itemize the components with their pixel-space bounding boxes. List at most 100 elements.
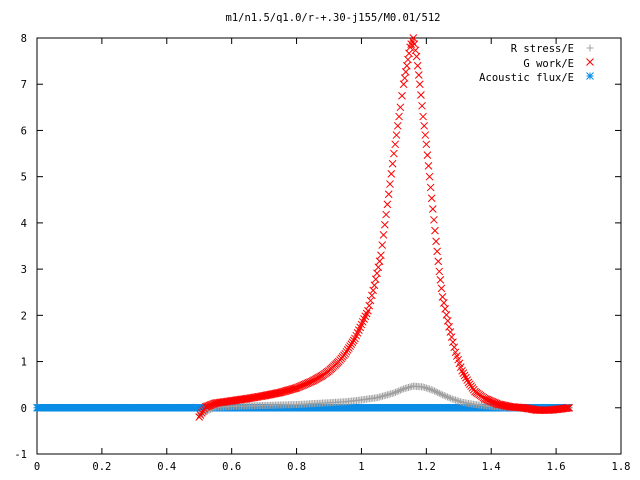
data-point bbox=[292, 384, 301, 392]
data-point bbox=[458, 366, 466, 375]
data-point bbox=[365, 301, 374, 310]
data-point bbox=[487, 397, 496, 406]
data-point bbox=[386, 180, 394, 188]
data-point bbox=[398, 386, 406, 394]
data-point bbox=[392, 388, 400, 396]
data-point bbox=[378, 241, 387, 249]
data-point bbox=[410, 40, 419, 49]
x-tick-label: 0.4 bbox=[157, 461, 176, 473]
x-tick-label: 1.6 bbox=[547, 461, 566, 473]
data-point bbox=[453, 397, 461, 405]
data-point bbox=[449, 338, 457, 346]
data-point bbox=[412, 52, 421, 61]
data-point bbox=[417, 91, 425, 99]
y-tick-label: 8 bbox=[21, 33, 27, 45]
data-point bbox=[424, 385, 432, 393]
data-point bbox=[445, 323, 453, 331]
data-point bbox=[489, 398, 498, 407]
data-point bbox=[422, 384, 430, 392]
data-point bbox=[427, 386, 435, 394]
data-point bbox=[396, 386, 404, 394]
data-point bbox=[443, 393, 451, 401]
x-tick-label: 1 bbox=[358, 461, 364, 473]
data-point bbox=[401, 68, 410, 76]
y-tick-label: 2 bbox=[21, 310, 27, 322]
data-point bbox=[438, 292, 447, 301]
data-point bbox=[437, 390, 445, 398]
data-point bbox=[306, 378, 314, 386]
data-point bbox=[304, 378, 313, 387]
data-point bbox=[434, 389, 442, 397]
y-tick-label: 6 bbox=[21, 125, 27, 137]
plot-area-frame bbox=[36, 37, 622, 455]
data-point bbox=[300, 380, 309, 389]
x-tick-label: 1.4 bbox=[482, 461, 501, 473]
data-point bbox=[480, 394, 489, 403]
data-point bbox=[447, 333, 456, 341]
data-point bbox=[439, 391, 447, 399]
series-1 bbox=[195, 34, 573, 421]
data-point bbox=[427, 194, 436, 203]
chart-title: m1/n1.5/q1.0/r-+.30-j155/M0.01/512 bbox=[226, 12, 441, 24]
data-point bbox=[430, 215, 438, 224]
data-point bbox=[403, 61, 411, 70]
data-point bbox=[395, 387, 403, 395]
legend-marker-0 bbox=[586, 44, 594, 52]
data-point bbox=[450, 343, 459, 352]
data-point bbox=[195, 413, 204, 421]
axis-ticks: 0 0.2 0.4 0.6 0.8 1 1.2 1.4 1.6 1.8 -1 0 1 2 3 4 5 6 7 8 bbox=[14, 33, 630, 473]
data-point bbox=[562, 404, 571, 413]
data-point bbox=[484, 396, 493, 405]
y-tick-label: 7 bbox=[21, 79, 27, 91]
data-point bbox=[436, 276, 445, 284]
data-point bbox=[430, 387, 438, 395]
data-point bbox=[455, 397, 463, 405]
data-point bbox=[387, 170, 396, 178]
data-points bbox=[33, 34, 573, 421]
data-point bbox=[399, 80, 408, 89]
x-tick-label: 0 bbox=[34, 461, 40, 473]
data-point bbox=[384, 190, 393, 199]
data-point bbox=[442, 311, 451, 319]
data-point bbox=[411, 46, 420, 55]
data-point bbox=[419, 112, 427, 121]
data-point bbox=[442, 392, 450, 400]
x-tick-label: 1.8 bbox=[612, 461, 631, 473]
x-tick-label: 0.6 bbox=[222, 461, 241, 473]
data-point bbox=[445, 394, 453, 402]
data-point bbox=[432, 388, 440, 396]
data-point bbox=[486, 396, 494, 405]
data-point bbox=[456, 398, 464, 406]
data-point bbox=[424, 162, 433, 170]
data-point bbox=[426, 183, 435, 192]
data-point bbox=[439, 298, 448, 307]
data-point bbox=[413, 61, 422, 70]
data-point bbox=[488, 398, 497, 406]
data-point bbox=[463, 376, 472, 384]
data-point bbox=[440, 392, 448, 400]
data-point bbox=[377, 251, 385, 260]
y-tick-label: 4 bbox=[21, 218, 27, 230]
legend-label-r-stress: R stress/E bbox=[511, 43, 574, 55]
data-point bbox=[367, 291, 376, 300]
legend-label-g-work: G work/E bbox=[523, 58, 574, 70]
data-point bbox=[450, 396, 458, 404]
data-point bbox=[298, 381, 306, 390]
data-point bbox=[393, 388, 401, 396]
x-tick-label: 0.2 bbox=[92, 461, 111, 473]
data-point bbox=[437, 284, 446, 293]
data-point bbox=[379, 231, 388, 239]
data-point bbox=[565, 403, 573, 412]
data-point bbox=[441, 305, 450, 313]
data-point bbox=[382, 210, 390, 219]
data-point bbox=[364, 306, 372, 315]
data-point bbox=[563, 404, 572, 412]
data-point bbox=[307, 377, 316, 386]
data-point bbox=[414, 71, 423, 79]
data-point bbox=[422, 140, 431, 149]
x-tick-label: 1.2 bbox=[417, 461, 436, 473]
data-point bbox=[425, 172, 434, 181]
legend-marker-2 bbox=[586, 72, 594, 80]
data-point bbox=[415, 80, 424, 89]
